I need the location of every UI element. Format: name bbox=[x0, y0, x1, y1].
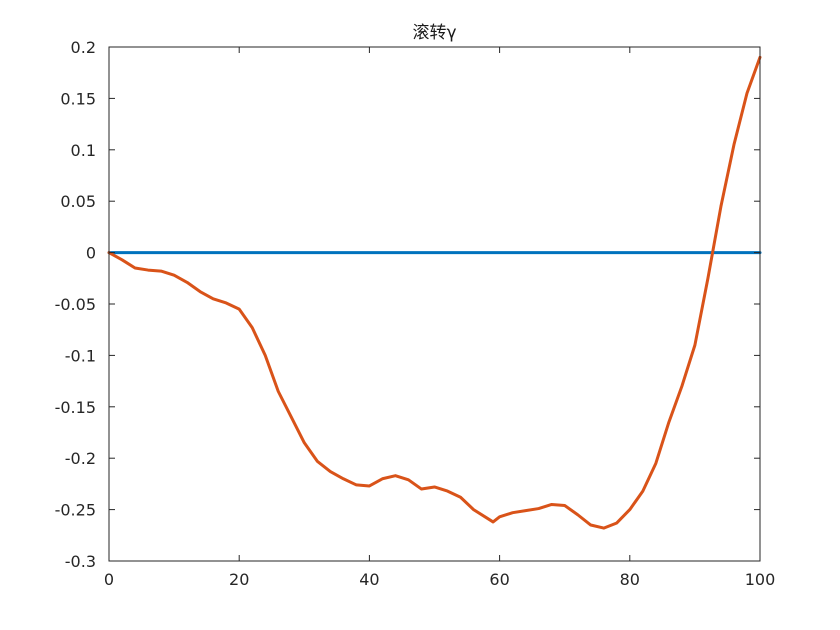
x-tick-label: 0 bbox=[104, 570, 114, 589]
y-tick-label: 0.05 bbox=[60, 192, 96, 211]
chart-title: 滚转γ bbox=[412, 23, 456, 43]
series-layer bbox=[107, 55, 762, 530]
y-tick-label: 0.1 bbox=[71, 141, 96, 160]
series-line-2 bbox=[107, 55, 762, 530]
y-tick-label: -0.2 bbox=[65, 449, 96, 468]
y-tick-label: -0.3 bbox=[65, 552, 96, 571]
tick-layer: 0 20 40 60 80 100 -0.3 -0.25 -0.2 -0.15 -0.1 -0.05 0… bbox=[55, 38, 776, 589]
y-tick-label: -0.25 bbox=[55, 501, 96, 520]
x-tick-label: 60 bbox=[489, 570, 509, 589]
y-tick-label: -0.15 bbox=[55, 398, 96, 417]
y-tick-label: 0 bbox=[86, 244, 96, 263]
x-tick-label: 40 bbox=[359, 570, 379, 589]
x-tick-label: 80 bbox=[620, 570, 640, 589]
x-tick-label: 20 bbox=[229, 570, 249, 589]
y-tick-label: -0.05 bbox=[55, 295, 96, 314]
y-tick-label: 0.2 bbox=[71, 38, 96, 57]
plot-area-background bbox=[109, 47, 760, 561]
y-tick-label: 0.15 bbox=[60, 89, 96, 108]
y-tick-label: -0.1 bbox=[65, 346, 96, 365]
x-tick-label: 100 bbox=[745, 570, 776, 589]
